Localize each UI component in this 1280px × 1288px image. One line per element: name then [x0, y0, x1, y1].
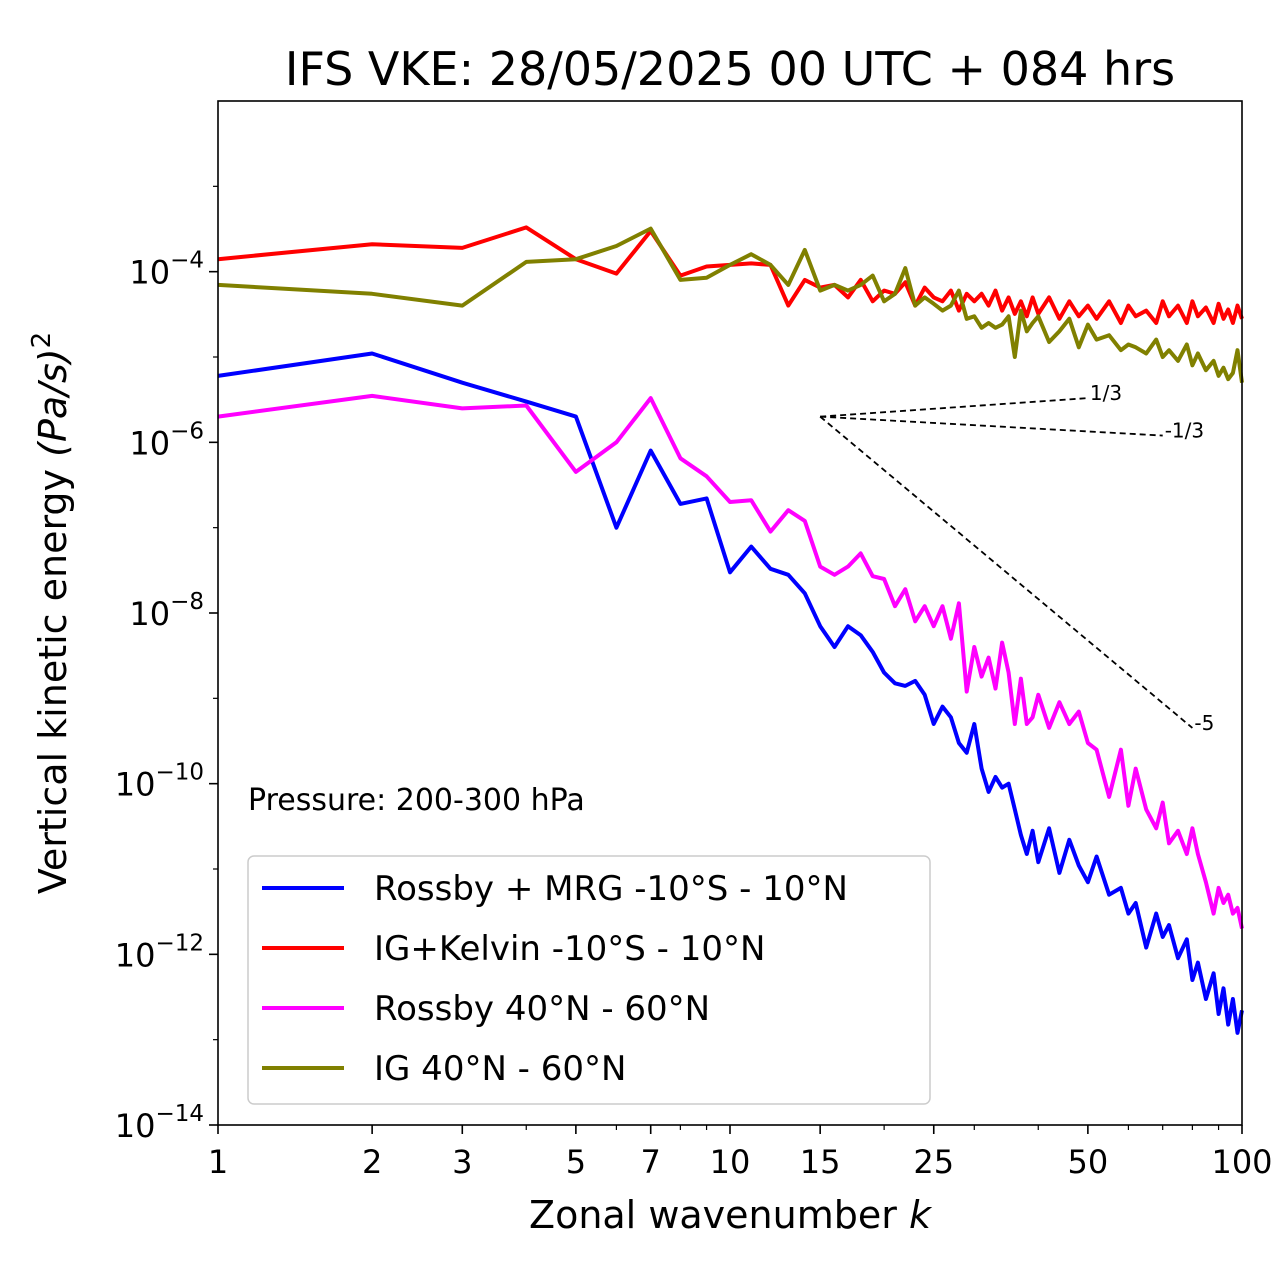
x-tick-label: 50: [1068, 1143, 1109, 1181]
y-tick-label: 10−10: [115, 760, 204, 804]
x-tick-label: 3: [452, 1143, 472, 1181]
pressure-annotation: Pressure: 200-300 hPa: [248, 783, 585, 818]
y-tick-label: 10−4: [129, 248, 204, 292]
x-axis-ticks: 1 2 3 5 7 10 15 25 50 100: [208, 1125, 1273, 1181]
x-axis-label: Zonal wavenumber k: [529, 1193, 933, 1237]
reference-slope-line: [819, 415, 1193, 729]
y-tick-label: 10−12: [115, 930, 204, 974]
y-axis-label-unit: (Pa/s): [31, 348, 75, 456]
chart-title: IFS VKE: 28/05/2025 00 UTC + 084 hrs: [285, 42, 1175, 96]
legend-label: IG 40°N - 60°N: [374, 1049, 626, 1089]
x-axis-label-text: Zonal wavenumber: [529, 1193, 897, 1237]
reference-slope-line: [820, 397, 1088, 418]
x-tick-label: 10: [710, 1143, 751, 1181]
legend-label: Rossby 40°N - 60°N: [374, 989, 710, 1029]
y-tick-label: 10−6: [129, 418, 204, 462]
reference-slope-label: -1/3: [1165, 419, 1204, 443]
x-tick-label: 100: [1211, 1143, 1272, 1181]
x-tick-label: 7: [641, 1143, 661, 1181]
x-tick-label: 15: [800, 1143, 841, 1181]
reference-slope-label: -5: [1194, 711, 1214, 735]
legend-items: Rossby + MRG -10°S - 10°N IG+Kelvin -10°S…: [262, 869, 848, 1089]
y-axis-ticks: 10−14 10−12 10−10 10−8 10−6 10−4: [115, 185, 218, 1145]
x-tick-label: 25: [913, 1143, 954, 1181]
legend-box: [247, 855, 931, 1105]
legend-label: IG+Kelvin -10°S - 10°N: [374, 929, 765, 969]
x-tick-label: 5: [566, 1143, 586, 1181]
y-axis-label: Vertical kinetic energy (Pa/s)2: [27, 332, 75, 894]
y-axis-label-text: Vertical kinetic energy: [31, 469, 75, 894]
reference-slopes: 1/3 -1/3 -5: [819, 381, 1214, 735]
y-tick-label: 10−8: [129, 589, 204, 633]
series-line-rossby-40-n-60-n: [217, 393, 1244, 930]
series-line-rossby-mrg-10-s-10-n: [217, 351, 1244, 1035]
x-axis-label-variable: k: [909, 1193, 933, 1237]
legend-label: Rossby + MRG -10°S - 10°N: [374, 869, 848, 909]
reference-slope-line: [820, 415, 1163, 437]
legend: Rossby + MRG -10°S - 10°N IG+Kelvin -10°S…: [247, 855, 931, 1105]
y-tick-label: 10−14: [115, 1101, 204, 1145]
y-axis-label-exponent: 2: [27, 332, 57, 349]
series-layer: [217, 225, 1244, 1035]
x-tick-label: 2: [362, 1143, 382, 1181]
reference-slope-label: 1/3: [1090, 381, 1122, 405]
series-line-ig-40-n-60-n: [217, 226, 1244, 383]
x-tick-label: 1: [208, 1143, 228, 1181]
